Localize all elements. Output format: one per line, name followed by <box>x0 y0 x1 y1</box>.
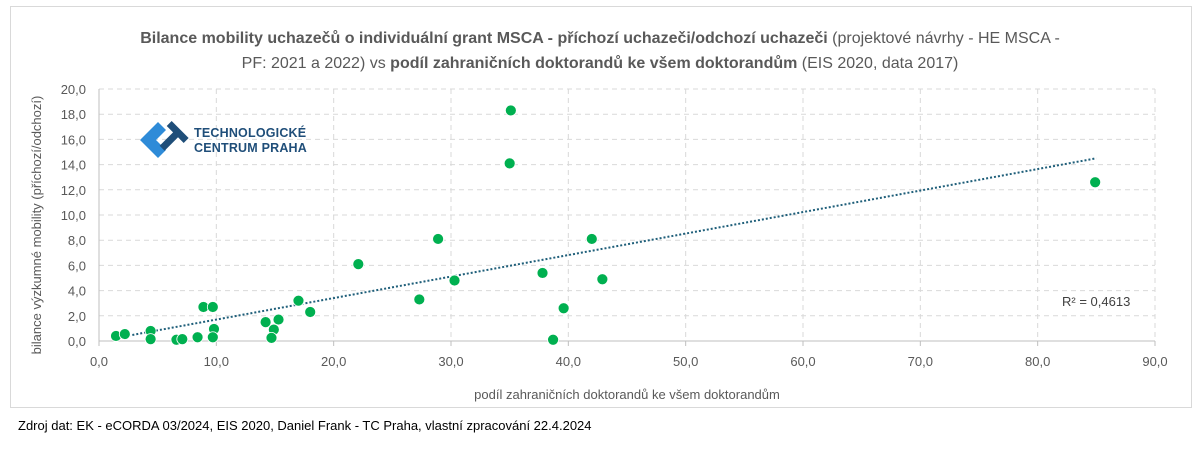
data-point <box>557 302 570 315</box>
logo-icon <box>140 121 189 158</box>
data-point <box>448 274 461 287</box>
data-point <box>413 293 426 306</box>
y-axis-title: bilance výzkumné mobility (příchozí/odch… <box>29 96 44 355</box>
x-tick-label: 20,0 <box>321 354 346 369</box>
x-tick-label: 30,0 <box>438 354 463 369</box>
x-tick-label: 40,0 <box>556 354 581 369</box>
y-tick-label: 16,0 <box>61 132 86 147</box>
y-tick-label: 4,0 <box>68 284 86 299</box>
data-point <box>118 328 131 340</box>
x-tick-label: 90,0 <box>1142 354 1167 369</box>
data-point <box>191 331 204 344</box>
data-point <box>265 331 278 344</box>
data-point <box>596 273 609 286</box>
y-tick-label: 18,0 <box>61 107 86 122</box>
data-point <box>503 157 516 170</box>
data-point <box>259 316 272 329</box>
source-note: Zdroj dat: EK - eCORDA 03/2024, EIS 2020… <box>18 418 592 433</box>
title-normal-3: (EIS 2020, data 2017) <box>797 55 959 72</box>
trendline <box>116 157 1097 339</box>
data-point <box>504 104 517 117</box>
chart-title: Bilance mobility uchazečů o individuální… <box>120 26 1080 76</box>
data-point <box>352 258 365 271</box>
data-point <box>292 294 305 307</box>
y-tick-label: 6,0 <box>68 258 86 273</box>
data-point <box>144 333 157 346</box>
y-tick-label: 8,0 <box>68 233 86 248</box>
data-point <box>206 331 219 344</box>
title-bold-1: Bilance mobility uchazečů o individuální… <box>140 30 828 47</box>
y-tick-label: 12,0 <box>61 183 86 198</box>
y-tick-label: 2,0 <box>68 309 86 324</box>
x-tick-label: 60,0 <box>790 354 815 369</box>
title-normal-1: (projektové návrhy - HE MSCA - <box>827 30 1060 47</box>
data-point <box>1089 176 1102 189</box>
x-tick-label: 80,0 <box>1025 354 1050 369</box>
x-axis-title: podíl zahraničních doktorandů ke všem do… <box>474 387 780 402</box>
x-tick-label: 10,0 <box>204 354 229 369</box>
title-normal-2: PF: 2021 a 2022) vs <box>241 55 391 72</box>
logo-line-2: CENTRUM PRAHA <box>194 141 308 155</box>
y-tick-label: 0,0 <box>68 334 86 349</box>
chart-frame <box>10 6 1192 408</box>
x-tick-label: 0,0 <box>90 354 108 369</box>
x-tick-label: 50,0 <box>673 354 698 369</box>
y-tick-label: 14,0 <box>61 158 86 173</box>
y-tick-label: 20,0 <box>61 82 86 97</box>
data-point <box>304 306 317 318</box>
y-tick-label: 10,0 <box>61 208 86 223</box>
data-point <box>536 267 549 279</box>
data-point <box>547 333 559 346</box>
title-bold-2: podíl zahraničních doktorandů ke všem do… <box>390 55 798 72</box>
logo-line-1: TECHNOLOGICKÉ <box>194 126 307 140</box>
data-point <box>206 301 219 313</box>
data-point <box>432 233 444 245</box>
data-point <box>176 333 189 346</box>
x-tick-label: 70,0 <box>908 354 933 369</box>
data-point <box>585 233 598 245</box>
tc-praha-logo: TECHNOLOGICKÉ CENTRUM PRAHA <box>136 118 307 171</box>
data-point <box>272 313 285 326</box>
r-squared-label: R² = 0,4613 <box>1062 294 1130 309</box>
